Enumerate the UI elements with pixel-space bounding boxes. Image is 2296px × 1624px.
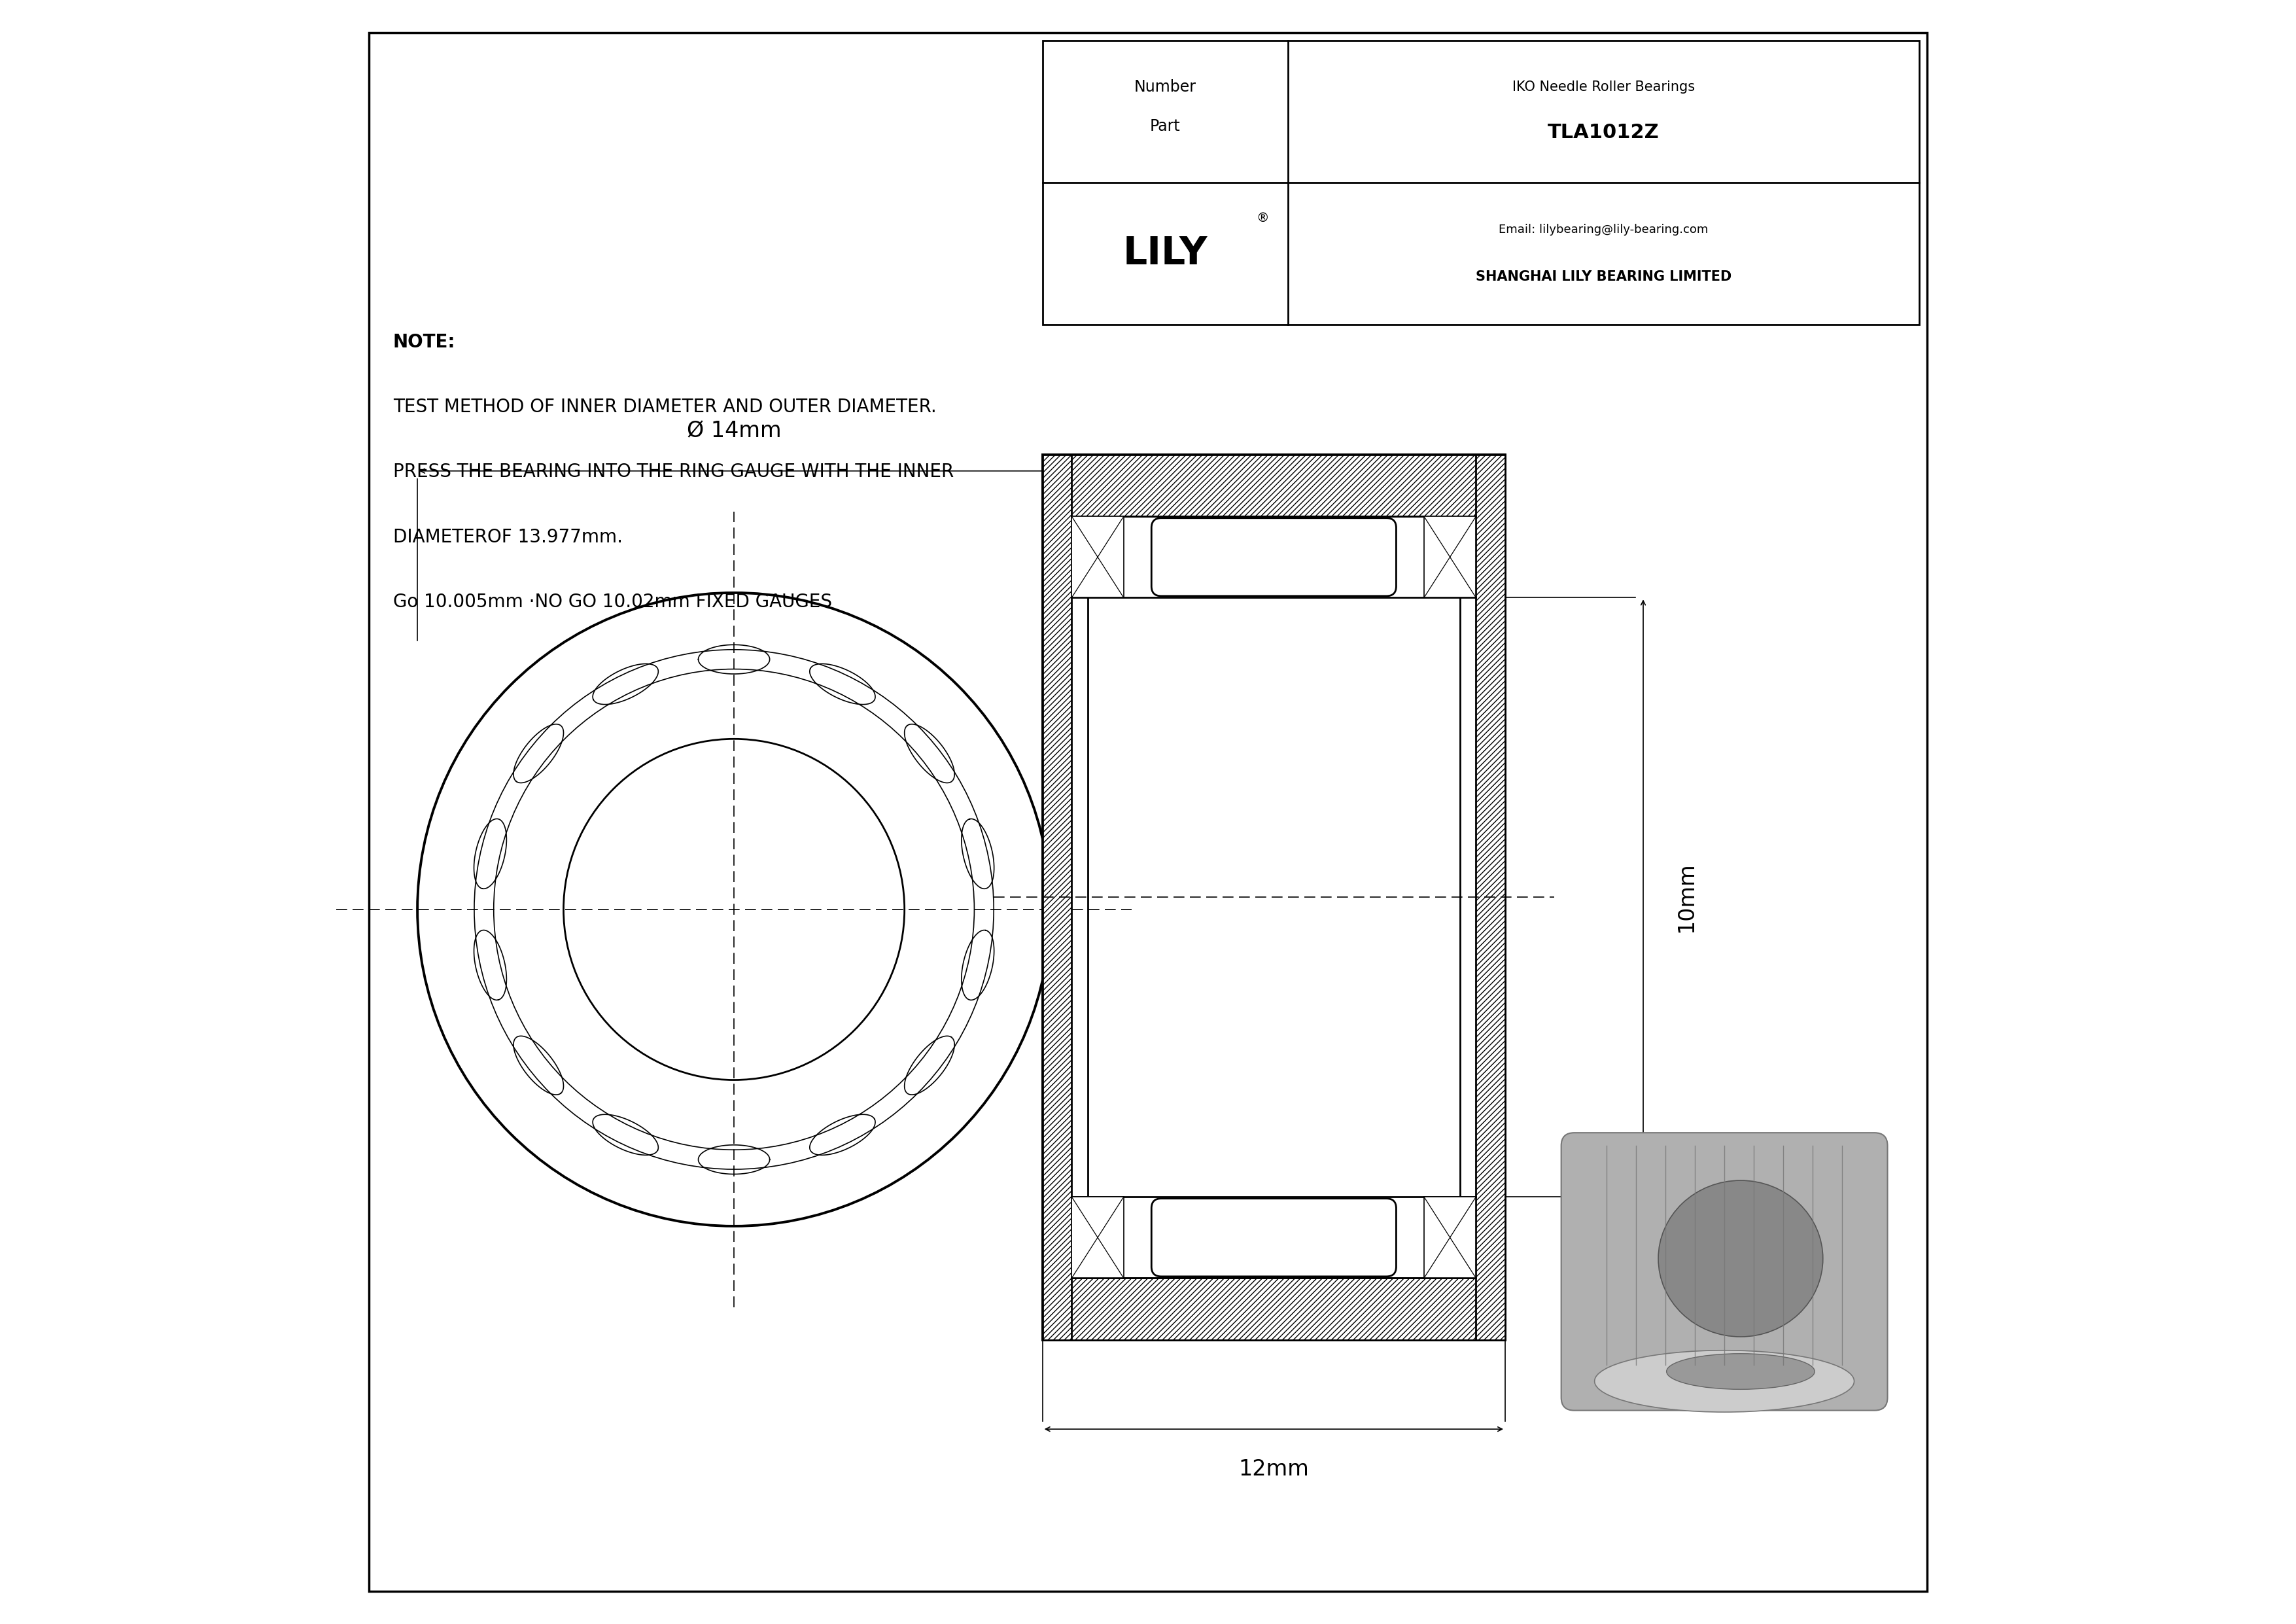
Text: Email: lilybearing@lily-bearing.com: Email: lilybearing@lily-bearing.com [1499,224,1708,235]
Bar [1072,1197,1123,1278]
Bar [1072,516,1123,598]
Text: NOTE:: NOTE: [393,333,455,351]
Text: 12mm: 12mm [1238,1458,1309,1479]
Bar [1424,1197,1476,1278]
Bar [1476,455,1506,1340]
Bar [1042,455,1072,1340]
Text: SHANGHAI LILY BEARING LIMITED: SHANGHAI LILY BEARING LIMITED [1476,270,1731,283]
Bar [1042,455,1506,1340]
FancyBboxPatch shape [1153,518,1396,596]
Text: Part: Part [1150,119,1180,135]
Text: 10mm: 10mm [1676,862,1697,932]
Bar [1042,455,1506,516]
FancyBboxPatch shape [1561,1134,1887,1410]
Ellipse shape [1667,1353,1814,1390]
Text: TLA1012Z: TLA1012Z [1548,123,1660,143]
Text: IKO Needle Roller Bearings: IKO Needle Roller Bearings [1513,81,1694,94]
Ellipse shape [1658,1181,1823,1337]
Bar [1424,516,1476,598]
Text: ®: ® [1256,211,1270,224]
Ellipse shape [1593,1351,1855,1413]
Text: PRESS THE BEARING INTO THE RING GAUGE WITH THE INNER: PRESS THE BEARING INTO THE RING GAUGE WI… [393,463,953,481]
Text: Ø 14mm: Ø 14mm [687,421,781,442]
FancyBboxPatch shape [1153,1199,1396,1276]
Bar [1042,1278,1506,1340]
Text: DIAMETEROF 13.977mm.: DIAMETEROF 13.977mm. [393,528,622,546]
Text: Number: Number [1134,80,1196,96]
Text: Go 10.005mm ·NO GO 10.02mm FIXED GAUGES: Go 10.005mm ·NO GO 10.02mm FIXED GAUGES [393,593,831,611]
Bar [1042,41,1919,325]
Text: TEST METHOD OF INNER DIAMETER AND OUTER DIAMETER.: TEST METHOD OF INNER DIAMETER AND OUTER … [393,398,937,416]
Text: LILY: LILY [1123,235,1208,273]
